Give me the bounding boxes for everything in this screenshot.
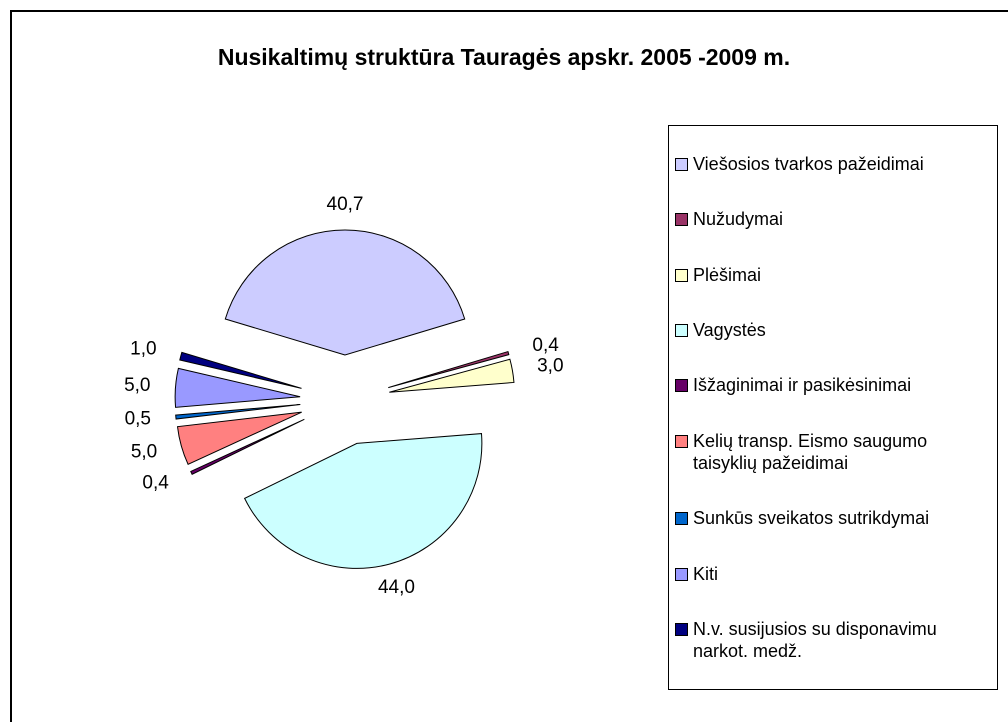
chart-title: Nusikaltimų struktūra Tauragės apskr. 20… <box>217 44 791 70</box>
legend-swatch <box>675 157 688 171</box>
value-label: 3,0 <box>537 355 563 376</box>
legend-item: Išžaginimai ir pasikėsinimai <box>675 374 991 396</box>
legend-label: N.v. susijusios su disponavimu narkot. m… <box>693 619 937 662</box>
value-label: 44,0 <box>378 577 415 598</box>
value-label: 1,0 <box>130 339 156 360</box>
legend-swatch <box>675 268 688 282</box>
legend-swatch <box>675 213 688 227</box>
legend: Viešosios tvarkos pažeidimai Nužudymai Plė… <box>668 125 998 690</box>
legend-item: Viešosios tvarkos pažeidimai <box>675 153 991 175</box>
legend-swatch <box>675 324 688 338</box>
pie-slice <box>174 367 301 408</box>
pie-area: 40,70,43,044,00,45,00,55,01,0 <box>124 194 563 598</box>
legend-item: Vagystės <box>675 319 991 341</box>
legend-label: Nužudymai <box>693 209 784 230</box>
value-label: 40,7 <box>327 194 364 215</box>
legend-label: Sunkūs sveikatos sutrikdymai <box>693 508 930 529</box>
value-label: 0,5 <box>125 409 151 430</box>
value-label: 5,0 <box>124 375 150 396</box>
legend-label: Kelių transp. Eismo saugumo taisyklių pa… <box>693 430 928 473</box>
legend-label: Išžaginimai ir pasikėsinimai <box>693 375 912 396</box>
legend-swatch <box>675 512 688 526</box>
pie-slice <box>243 433 483 569</box>
pie-slice <box>224 229 466 356</box>
pie-slice <box>179 351 302 389</box>
legend-label: Vagystės <box>693 320 766 341</box>
pie-slice <box>388 350 510 389</box>
legend-item: Kelių transp. Eismo saugumo taisyklių pa… <box>675 430 991 474</box>
legend-label: Plėšimai <box>693 264 762 285</box>
value-label: 5,0 <box>131 442 157 463</box>
value-label: 0,4 <box>142 473 169 494</box>
pie-slice <box>190 418 305 475</box>
legend-item: Nužudymai <box>675 208 991 230</box>
legend-swatch <box>675 567 688 581</box>
pie-slice <box>176 411 302 465</box>
legend-item: Plėšimai <box>675 264 991 286</box>
pie-slice <box>389 358 515 393</box>
pie-slice <box>175 404 301 420</box>
legend-label: Kiti <box>693 563 719 584</box>
legend-swatch <box>675 379 688 393</box>
legend-label: Viešosios tvarkos pažeidimai <box>693 153 924 174</box>
legend-item: N.v. susijusios su disponavimu narkot. m… <box>675 618 991 662</box>
legend-item: Kiti <box>675 563 991 585</box>
value-label: 0,4 <box>532 335 559 356</box>
legend-swatch <box>675 434 688 448</box>
legend-item: Sunkūs sveikatos sutrikdymai <box>675 507 991 529</box>
legend-swatch <box>675 623 688 637</box>
frame <box>10 10 1008 722</box>
